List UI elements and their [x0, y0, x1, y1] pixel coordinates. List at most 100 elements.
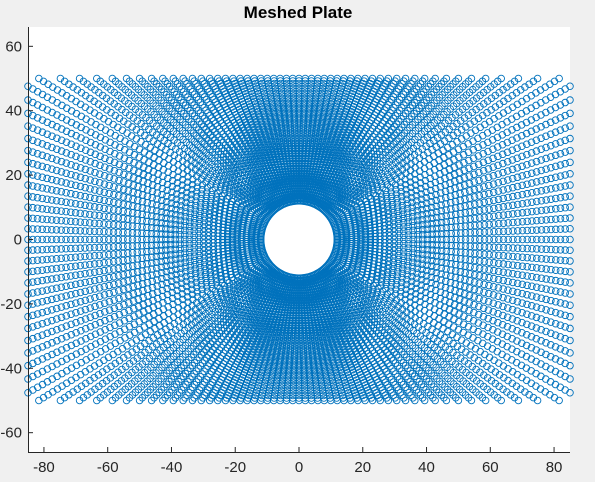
mesh-node-point — [489, 163, 497, 171]
mesh-node-point — [422, 107, 430, 115]
mesh-node-point — [528, 179, 536, 187]
mesh-node-point — [427, 102, 436, 110]
mesh-node-point — [470, 193, 479, 201]
mesh-node-point — [547, 164, 555, 172]
mesh-node-point — [387, 192, 396, 201]
mesh-node-point — [355, 213, 363, 221]
mesh-node-point — [494, 227, 503, 236]
mesh-node-point — [566, 134, 574, 143]
mesh-node-point — [537, 123, 545, 131]
mesh-node-point — [408, 121, 417, 129]
mesh-node-point — [518, 190, 527, 199]
mesh-node-point — [470, 162, 478, 171]
mesh-node-point — [508, 136, 516, 145]
mesh-node-point — [461, 188, 469, 197]
mesh-node-point — [499, 86, 507, 94]
mesh-node-point — [514, 235, 522, 244]
mesh-node-point — [372, 195, 381, 204]
mesh-node-point — [430, 88, 438, 96]
mesh-node-point — [423, 230, 432, 239]
mesh-node-point — [489, 180, 498, 188]
mesh-node-point — [542, 154, 550, 163]
mesh-node-point — [406, 93, 414, 101]
mesh-node-point — [431, 74, 439, 83]
mesh-node-point — [566, 170, 574, 178]
mesh-node-point — [442, 212, 451, 220]
mesh-node-point — [438, 235, 446, 244]
mesh-node-point — [485, 235, 494, 244]
mesh-node-point — [471, 207, 479, 216]
mesh-node-point — [470, 170, 478, 179]
mesh-node-point — [469, 146, 478, 154]
mesh-node-point — [498, 131, 507, 139]
mesh-node-point — [414, 231, 422, 239]
mesh-node-point — [410, 109, 418, 118]
mesh-node-point — [360, 187, 369, 196]
mesh-node-point — [364, 209, 373, 218]
mesh-node-point — [410, 98, 419, 107]
mesh-node-point — [485, 228, 493, 236]
mesh-node-point — [475, 192, 484, 200]
mesh-node-point — [423, 220, 432, 228]
mesh-node-point — [447, 217, 455, 226]
mesh-node-point — [410, 88, 419, 96]
mesh-node-point — [471, 214, 479, 223]
mesh-node-point — [465, 187, 474, 195]
mesh-node-point — [561, 214, 570, 223]
mesh-node-point — [514, 227, 522, 235]
mesh-node-point — [504, 176, 512, 184]
mesh-node-point — [566, 224, 574, 233]
mesh-node-point — [556, 161, 565, 169]
mesh-node-point — [537, 187, 546, 195]
mesh-node-point — [494, 195, 503, 204]
mesh-node-point — [428, 235, 437, 244]
mesh-node-point — [435, 82, 443, 91]
mesh-node-point — [388, 200, 397, 209]
mesh-node-point — [395, 227, 403, 236]
mesh-node-point — [412, 85, 421, 93]
mesh-node-point — [485, 205, 493, 213]
mesh-node-point — [489, 145, 497, 153]
mesh-node-point — [528, 217, 536, 225]
mesh-node-point — [411, 118, 419, 126]
mesh-node-point — [466, 201, 474, 209]
mesh-node-point — [404, 96, 412, 104]
mesh-node-point — [428, 225, 436, 233]
mesh-node-point — [426, 180, 435, 189]
mesh-node-point — [532, 125, 541, 133]
mesh-node-point — [393, 199, 402, 207]
mesh-node-point — [485, 220, 493, 229]
mesh-node-point — [518, 172, 526, 180]
mesh-node-point — [532, 216, 541, 225]
mesh-node-point — [428, 230, 436, 238]
mesh-node-point — [479, 166, 488, 175]
mesh-node-point — [480, 228, 489, 236]
mesh-node-point — [542, 132, 550, 140]
mesh-node-point — [489, 188, 498, 197]
mesh-node-point — [513, 182, 522, 191]
mesh-node-point — [484, 165, 493, 173]
mesh-node-point — [523, 235, 532, 244]
mesh-node-point — [499, 235, 508, 244]
mesh-node-point — [537, 145, 545, 154]
mesh-node-point — [480, 206, 489, 214]
mesh-node-point — [485, 189, 493, 198]
mesh-node-point — [556, 193, 565, 202]
mesh-node-point — [537, 166, 546, 175]
mesh-node-point — [424, 82, 433, 91]
mesh-node-point — [404, 106, 412, 115]
mesh-node-point — [421, 182, 430, 191]
mesh-node-point — [379, 211, 388, 220]
mesh-node-point — [566, 214, 574, 222]
mesh-node-point — [423, 204, 431, 213]
mesh-node-point — [480, 183, 488, 191]
mesh-node-point — [522, 118, 531, 127]
mesh-node-point — [432, 190, 440, 199]
mesh-node-point — [528, 198, 536, 206]
mesh-node-point — [551, 162, 560, 171]
mesh-node-point — [398, 104, 406, 112]
mesh-node-point — [509, 192, 517, 201]
mesh-node-point — [429, 77, 437, 85]
mesh-node-point — [480, 100, 488, 108]
mesh-node-point — [468, 108, 477, 117]
